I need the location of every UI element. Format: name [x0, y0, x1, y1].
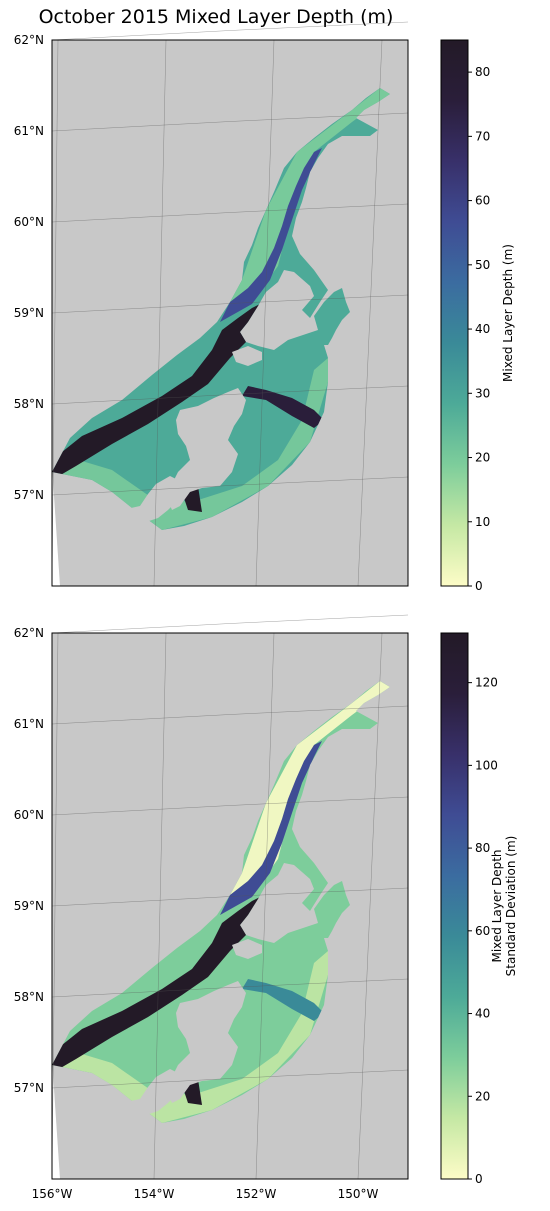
- colorbar-tick-label: 0: [475, 579, 483, 593]
- colorbar-tick-label: 30: [475, 386, 490, 400]
- lat-tick-label: 59°N: [14, 899, 44, 913]
- gridline-lat: [51, 1069, 409, 1089]
- gridline-lat: [51, 614, 409, 634]
- gridline-lat: [51, 978, 409, 998]
- gridline-lon: [357, 632, 383, 1180]
- lat-tick-label: 61°N: [14, 717, 44, 731]
- mld-map-panel: 62°N 61°N 60°N 59°N 58°N 57°N: [14, 21, 409, 587]
- gridline-lon: [51, 632, 59, 1180]
- gridline-lon: [153, 39, 167, 587]
- lon-tick-label: 154°W: [134, 1187, 175, 1201]
- colorbar-tick-label: 70: [475, 129, 490, 143]
- map-frame: [51, 39, 409, 587]
- colorbar-label: Mixed Layer Depth: [490, 849, 504, 962]
- mld-std-map-panel: 62°N 61°N 60°N 59°N 58°N 57°N 156°W 154°W 152°W 1…: [14, 614, 409, 1201]
- colorbar-ramp: [440, 39, 469, 587]
- colorbar-tick-label: 20: [475, 1089, 490, 1103]
- colorbar-tick-label: 50: [475, 258, 490, 272]
- gridline-lat: [51, 294, 409, 314]
- lat-tick-label: 60°N: [14, 215, 44, 229]
- figure-title: October 2015 Mixed Layer Depth (m): [38, 6, 394, 28]
- gridline-lon: [255, 39, 275, 587]
- gridline-lon: [153, 632, 167, 1180]
- colorbar-label: Standard Deviation (m): [504, 836, 518, 977]
- lon-tick-label: 152°W: [236, 1187, 277, 1201]
- lon-tick-label: 150°W: [338, 1187, 379, 1201]
- lat-tick-label: 59°N: [14, 306, 44, 320]
- mld-std-colorbar: 0 20 40 60 80 100 120 Mixed Layer Depth Standard…: [440, 632, 518, 1186]
- gridline-lat: [51, 112, 409, 132]
- gridline-lat: [51, 203, 409, 223]
- gridline-lon: [255, 632, 275, 1180]
- colorbar-tick-label: 60: [475, 194, 490, 208]
- gridline-lat: [51, 21, 409, 41]
- colorbar-tick-label: 40: [475, 1007, 490, 1021]
- gridline-lon: [51, 39, 59, 587]
- map-frame: [51, 632, 409, 1180]
- colorbar-tick-label: 0: [475, 1172, 483, 1186]
- lat-tick-label: 60°N: [14, 808, 44, 822]
- gridline-lat: [51, 887, 409, 907]
- colorbar-ramp: [440, 632, 469, 1180]
- gridline-lat: [51, 796, 409, 816]
- lat-tick-label: 57°N: [14, 1081, 44, 1095]
- colorbar-tick-label: 40: [475, 322, 490, 336]
- lat-tick-label: 62°N: [14, 33, 44, 47]
- colorbar-tick-label: 20: [475, 451, 490, 465]
- gridline-lat: [51, 476, 409, 496]
- colorbar-tick-label: 120: [475, 676, 498, 690]
- lat-tick-label: 61°N: [14, 124, 44, 138]
- colorbar-tick-label: 80: [475, 841, 490, 855]
- lat-tick-label: 58°N: [14, 397, 44, 411]
- lat-tick-label: 62°N: [14, 626, 44, 640]
- gridline-lon: [357, 39, 383, 587]
- gridline-lat: [51, 705, 409, 725]
- gridline-lat: [51, 385, 409, 405]
- lat-tick-label: 57°N: [14, 488, 44, 502]
- colorbar-tick-label: 80: [475, 65, 490, 79]
- mld-colorbar: 0 10 20 30 40 50 60 70 80 Mixed Layer Depth (m): [440, 39, 515, 593]
- colorbar-label: Mixed Layer Depth (m): [501, 244, 515, 382]
- colorbar-tick-label: 100: [475, 758, 498, 772]
- colorbar-tick-label: 60: [475, 924, 490, 938]
- lat-tick-label: 58°N: [14, 990, 44, 1004]
- colorbar-tick-label: 10: [475, 515, 490, 529]
- lon-tick-label: 156°W: [32, 1187, 73, 1201]
